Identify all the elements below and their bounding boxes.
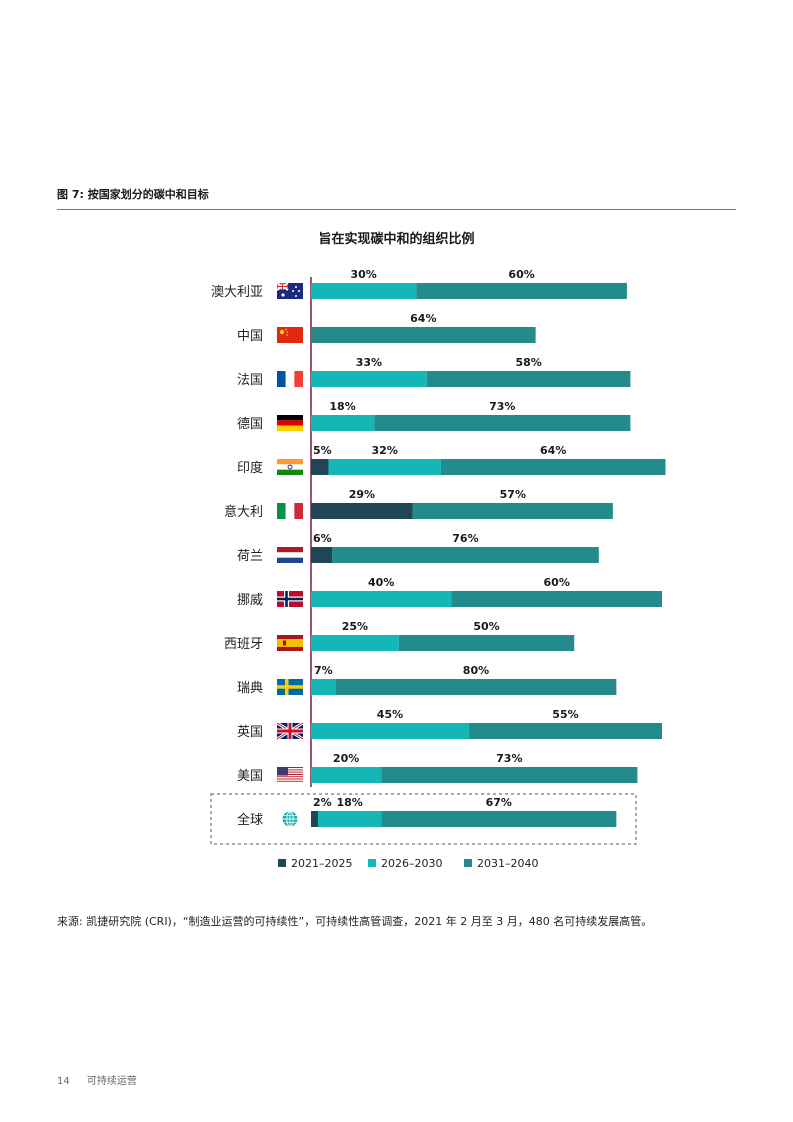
category-label: 中国 (237, 329, 263, 344)
bar-segment (412, 503, 613, 519)
category-label: 美国 (237, 769, 263, 784)
category-label: 英国 (237, 725, 263, 740)
bar-segment (381, 811, 617, 827)
bar-segment (311, 327, 536, 343)
source-note: 来源: 凯捷研究院 (CRI)，“制造业运营的可持续性”，可持续性高管调查，20… (57, 915, 653, 928)
bar-segment (311, 591, 452, 607)
data-label: 60% (544, 576, 570, 589)
bar-segment (311, 415, 375, 431)
footer-section: 可持续运营 (86, 1076, 137, 1087)
global-highlight-box (210, 793, 637, 845)
flag-spain-icon (277, 635, 303, 651)
legend-label: 2026–2030 (381, 857, 443, 870)
legend-swatch (278, 859, 286, 867)
bar-segment (311, 371, 427, 387)
data-label: 2% (313, 796, 332, 809)
bar-segment (416, 283, 627, 299)
data-label: 32% (372, 444, 398, 457)
category-label: 澳大利亚 (211, 284, 263, 300)
bar-segment (311, 767, 382, 783)
legend-swatch (368, 859, 376, 867)
bar-segment (451, 591, 662, 607)
bar-segment (374, 415, 631, 431)
category-label: 德国 (237, 417, 263, 432)
data-label: 6% (313, 532, 332, 545)
data-label: 7% (314, 664, 333, 677)
data-label: 25% (342, 620, 368, 633)
bar-segment (311, 811, 319, 827)
data-label: 5% (313, 444, 332, 457)
data-label: 55% (552, 708, 578, 721)
flag-uk-icon (276, 721, 304, 741)
bar-segment (311, 503, 413, 519)
bar-segment (440, 459, 666, 475)
title-divider (57, 209, 736, 210)
data-label: 76% (452, 532, 478, 545)
stacked-bar-chart: 澳大利亚 30% 60% 中国 64% 法国 33% 58% 德国 18% 73% 印度 5% 32% 64… (210, 268, 666, 870)
bar-segment (381, 767, 638, 783)
bar-segment (335, 679, 617, 695)
category-label: 荷兰 (237, 549, 263, 564)
bar-segment (468, 723, 662, 739)
data-label: 60% (508, 268, 534, 281)
data-label: 58% (515, 356, 541, 369)
bar-segment (311, 679, 336, 695)
flag-netherlands-icon (277, 547, 303, 563)
chart-title: 旨在实现碳中和的组织比例 (318, 232, 475, 247)
bar-segment (311, 635, 399, 651)
category-label: 印度 (237, 460, 263, 476)
data-label: 29% (349, 488, 375, 501)
data-label: 73% (496, 752, 522, 765)
data-label: 67% (486, 796, 512, 809)
data-label: 40% (368, 576, 394, 589)
data-label: 45% (377, 708, 403, 721)
flag-china-icon (277, 327, 303, 343)
flag-norway-icon (277, 591, 303, 607)
data-label: 64% (540, 444, 566, 457)
legend-label: 2031–2040 (477, 857, 539, 870)
data-label: 30% (350, 268, 376, 281)
legend-swatch (464, 859, 472, 867)
bar-segment (328, 459, 441, 475)
bar-segment (311, 723, 469, 739)
flag-germany-icon (277, 415, 303, 431)
flag-australia-icon (276, 282, 303, 299)
figure-title: 图 7: 按国家划分的碳中和目标 (57, 188, 209, 201)
category-label: 挪威 (237, 593, 263, 608)
category-label: 意大利 (224, 504, 263, 520)
flag-italy-icon (277, 503, 303, 519)
page-number: 14 (57, 1076, 70, 1087)
category-label: 法国 (237, 373, 263, 388)
category-label: 全球 (237, 812, 263, 828)
data-label: 33% (356, 356, 382, 369)
category-label: 瑞典 (237, 681, 263, 696)
data-label: 73% (489, 400, 515, 413)
data-label: 20% (333, 752, 359, 765)
data-label: 57% (500, 488, 526, 501)
data-label: 18% (336, 796, 362, 809)
bar-segment (311, 459, 329, 475)
flag-india-icon (277, 459, 303, 475)
data-label: 80% (463, 664, 489, 677)
data-label: 18% (329, 400, 355, 413)
legend-label: 2021–2025 (291, 857, 353, 870)
flag-sweden-icon (277, 679, 303, 695)
page-footer: 14 可持续运营 (57, 1072, 151, 1087)
bar-segment (311, 283, 417, 299)
bar-segment (426, 371, 631, 387)
bar-segment (318, 811, 382, 827)
data-label: 64% (410, 312, 436, 325)
globe-icon (282, 811, 298, 827)
bar-segment (311, 547, 333, 563)
bar-segment (332, 547, 599, 563)
bar-segment (398, 635, 575, 651)
data-label: 50% (473, 620, 499, 633)
flag-france-icon (277, 371, 303, 387)
category-label: 西班牙 (224, 637, 263, 652)
flag-usa-icon (277, 767, 303, 783)
